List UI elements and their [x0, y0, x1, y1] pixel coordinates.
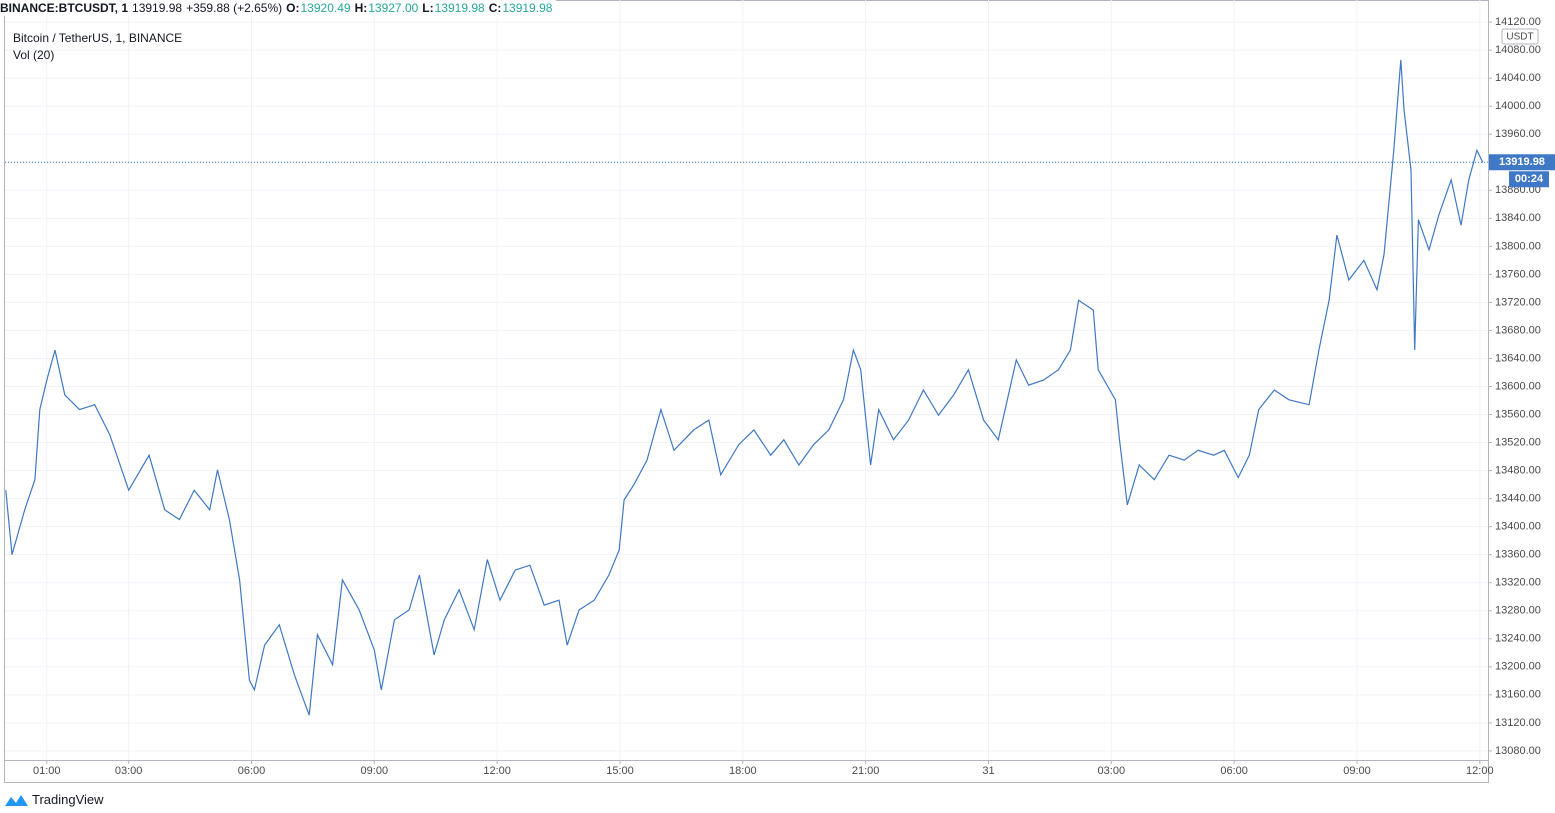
y-tick-label: 13800.00 — [1495, 240, 1541, 252]
y-tick-label: 13080.00 — [1495, 745, 1541, 757]
symbol: BINANCE:BTCUSDT, 1 — [0, 1, 129, 15]
change: +359.88 (+2.65%) — [186, 1, 283, 15]
x-tick-label: 03:00 — [115, 765, 143, 777]
countdown-box — [1509, 171, 1549, 188]
last-price-label: 13919.98 — [1499, 156, 1545, 168]
x-tick-label: 18:00 — [729, 765, 757, 777]
y-tick-label: 13720.00 — [1495, 296, 1541, 308]
ohlc-key: O: — [286, 1, 300, 15]
plot — [5, 59, 1488, 716]
x-tick-label: 12:00 — [483, 765, 511, 777]
volume-label: Vol (20) — [13, 48, 55, 62]
axes: 13080.00 13120.00 13160.00 13200.00 13240.00… — [33, 16, 1555, 777]
y-tick-label: 13320.00 — [1495, 577, 1541, 589]
x-tick-label: 09:00 — [1343, 765, 1371, 777]
ohlc-value: 13927.00 — [368, 1, 419, 15]
unit-label: USDT — [1506, 32, 1533, 43]
ohlc-value: 13919.98 — [434, 1, 485, 15]
y-tick-label: 13160.00 — [1495, 689, 1541, 701]
brand: TradingView — [32, 792, 104, 807]
x-tick-label: 06:00 — [238, 765, 266, 777]
y-tick-label: 13840.00 — [1495, 212, 1541, 224]
x-tick-label: 06:00 — [1220, 765, 1248, 777]
y-tick-label: 13480.00 — [1495, 464, 1541, 476]
ohlc-value: 13919.98 — [502, 1, 553, 15]
x-tick-label: 31 — [982, 765, 994, 777]
y-tick-label: 14040.00 — [1495, 72, 1541, 84]
ohlc-key: H: — [354, 1, 368, 15]
logo-icon — [5, 795, 28, 806]
price-line — [5, 59, 1484, 716]
y-tick-label: 13360.00 — [1495, 549, 1541, 561]
y-tick-label: 14120.00 — [1495, 16, 1541, 28]
y-tick-label: 13960.00 — [1495, 128, 1541, 140]
last-price-box — [1489, 154, 1555, 171]
y-tick-label: 13680.00 — [1495, 324, 1541, 336]
y-tick-label: 13520.00 — [1495, 436, 1541, 448]
y-tick-label: 13200.00 — [1495, 661, 1541, 673]
ohlc-value: 13920.49 — [300, 1, 351, 15]
y-tick-label: 13560.00 — [1495, 408, 1541, 420]
countdown-label: 00:24 — [1515, 173, 1544, 185]
price: 13919.98 — [132, 1, 183, 15]
x-tick-label: 21:00 — [852, 765, 880, 777]
ohlc-key: L: — [422, 1, 434, 15]
unit-box — [1501, 28, 1539, 45]
grid — [5, 0, 1488, 760]
y-tick-label: 13240.00 — [1495, 633, 1541, 645]
y-tick-label: 13120.00 — [1495, 717, 1541, 729]
y-tick-label: 13280.00 — [1495, 605, 1541, 617]
chart-frame — [4, 0, 1489, 783]
y-tick-label: 13600.00 — [1495, 380, 1541, 392]
y-tick-label: 14080.00 — [1495, 44, 1541, 56]
x-tick-label: 12:00 — [1466, 765, 1494, 777]
x-tick-label: 09:00 — [361, 765, 389, 777]
y-tick-label: 13640.00 — [1495, 352, 1541, 364]
x-tick-label: 03:00 — [1098, 765, 1126, 777]
ohlc-key: C: — [488, 1, 502, 15]
tradingview-logo — [5, 795, 28, 806]
x-tick-label: 15:00 — [606, 765, 634, 777]
chart-title: Bitcoin / TetherUS, 1, BINANCE — [13, 31, 183, 45]
y-tick-label: 13400.00 — [1495, 521, 1541, 533]
x-tick-label: 01:00 — [33, 765, 61, 777]
y-tick-label: 13760.00 — [1495, 268, 1541, 280]
symbol-header: BINANCE:BTCUSDT, 1 13919.98 +359.88 (+2.… — [0, 0, 557, 16]
y-tick-label: 14000.00 — [1495, 100, 1541, 112]
y-tick-label: 13440.00 — [1495, 493, 1541, 505]
